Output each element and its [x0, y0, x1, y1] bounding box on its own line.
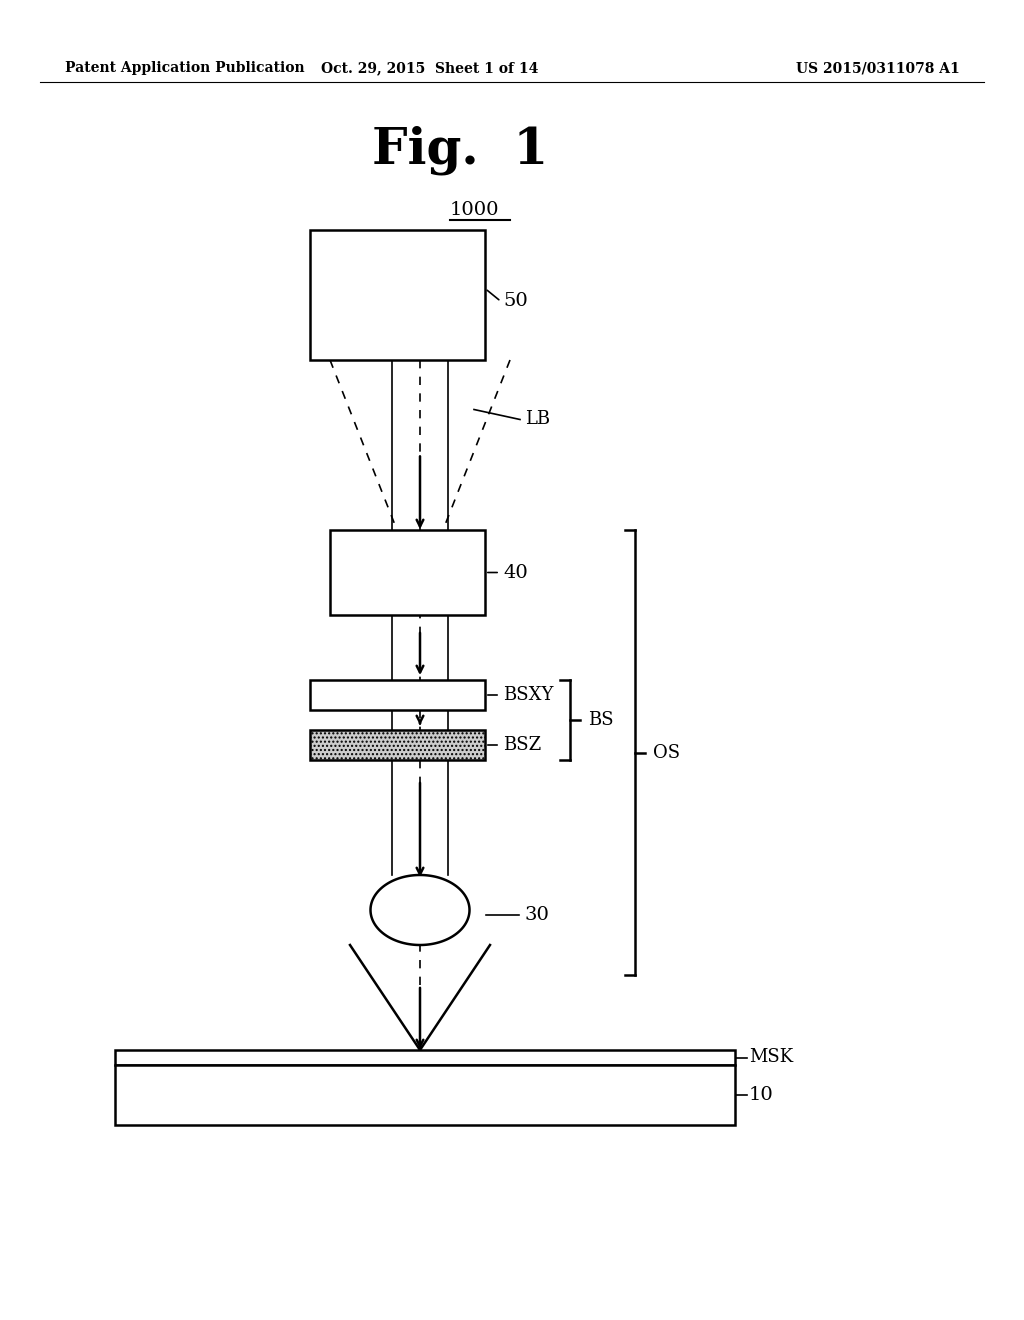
Text: Patent Application Publication: Patent Application Publication	[65, 61, 304, 75]
Text: OS: OS	[653, 743, 680, 762]
Bar	[310, 730, 485, 760]
Bar	[115, 1049, 735, 1065]
Text: BSXY: BSXY	[503, 686, 553, 704]
Bar	[115, 1065, 735, 1125]
Text: 40: 40	[503, 564, 527, 582]
Text: MSK: MSK	[749, 1048, 794, 1067]
Text: 1000: 1000	[450, 201, 500, 219]
Text: BS: BS	[588, 711, 613, 729]
Text: Oct. 29, 2015  Sheet 1 of 14: Oct. 29, 2015 Sheet 1 of 14	[322, 61, 539, 75]
Text: 30: 30	[525, 906, 550, 924]
Text: 50: 50	[503, 293, 527, 310]
Polygon shape	[371, 875, 469, 945]
Bar	[310, 230, 485, 360]
Text: LB: LB	[525, 411, 550, 429]
Text: Fig.  1: Fig. 1	[372, 125, 548, 174]
Text: US 2015/0311078 A1: US 2015/0311078 A1	[797, 61, 961, 75]
Bar	[330, 531, 485, 615]
Text: 10: 10	[749, 1086, 774, 1104]
Bar	[310, 680, 485, 710]
Text: BSZ: BSZ	[503, 737, 542, 754]
